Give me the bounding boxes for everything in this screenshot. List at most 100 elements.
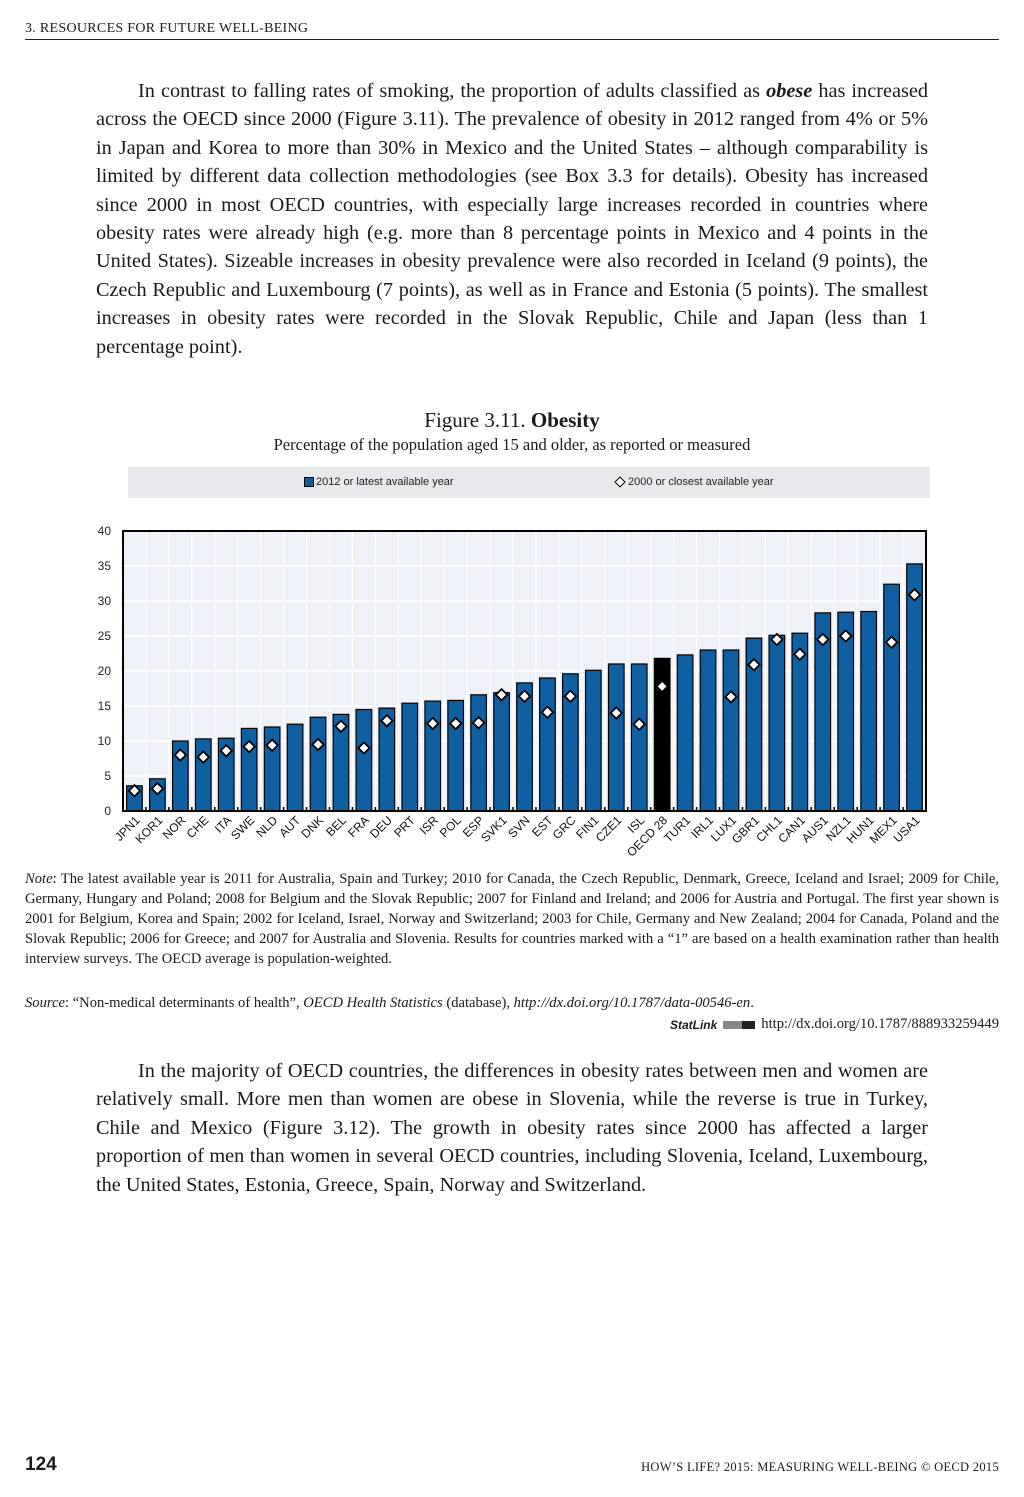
figure-title-text: Obesity bbox=[530, 408, 600, 432]
bar-esp bbox=[470, 694, 488, 812]
marker-2000-can1 bbox=[792, 647, 807, 662]
marker-2000-bel bbox=[334, 719, 348, 734]
marker-2000-svk1 bbox=[494, 687, 509, 702]
legend-label: 2000 or closest available year bbox=[628, 476, 774, 488]
paragraph-obesity-intro: In contrast to falling rates of smoking,… bbox=[96, 77, 928, 361]
figure-note: Note: The latest available year is 2011 … bbox=[25, 869, 999, 969]
marker-2000-che bbox=[196, 750, 211, 765]
paragraph-text: In contrast to falling rates of smoking,… bbox=[138, 80, 767, 102]
bar-fin1 bbox=[584, 669, 602, 812]
marker-2000-isl bbox=[632, 717, 647, 732]
marker-2000-jpn1 bbox=[127, 783, 142, 798]
emphasis-obese: obese bbox=[766, 80, 813, 102]
x-tick-label: DEU bbox=[367, 813, 395, 841]
bar-fra bbox=[355, 708, 373, 812]
figure-subtitle: Percentage of the population aged 15 and… bbox=[273, 435, 751, 454]
paragraph-gender-differences: In the majority of OECD countries, the d… bbox=[96, 1060, 928, 1196]
x-tick-label: PRT bbox=[391, 813, 418, 840]
y-tick-label: 20 bbox=[98, 664, 112, 678]
x-tick-label: GBR1 bbox=[729, 813, 762, 846]
y-tick-label: 0 bbox=[104, 804, 111, 818]
running-head: 3. RESOURCES FOR FUTURE WELL-BEING bbox=[25, 21, 999, 40]
source-label: Source bbox=[25, 995, 65, 1011]
bar-cze1 bbox=[607, 663, 625, 812]
y-tick-label: 10 bbox=[98, 734, 112, 748]
y-tick-label: 40 bbox=[98, 524, 112, 538]
x-tick-label: BEL bbox=[323, 813, 349, 839]
x-tick-label: SVK1 bbox=[478, 813, 510, 845]
x-tick-label: AUT bbox=[276, 813, 303, 840]
bar-svk1 bbox=[493, 692, 510, 812]
marker-2000-svn bbox=[517, 689, 532, 704]
figure-source: Source: “Non-medical determinants of hea… bbox=[25, 995, 999, 1012]
x-tick-label: POL bbox=[437, 813, 464, 840]
plot-frame bbox=[122, 530, 927, 812]
statlink-url[interactable]: http://dx.doi.org/10.1787/888933259449 bbox=[761, 1016, 999, 1032]
marker-2000-ita bbox=[219, 743, 234, 758]
marker-2000-est bbox=[540, 705, 555, 720]
diamond-marker-icon bbox=[614, 476, 626, 488]
x-tick-label: DNK bbox=[298, 813, 326, 841]
marker-2000-grc bbox=[563, 689, 578, 704]
bar-est bbox=[539, 677, 556, 812]
x-tick-label: NLD bbox=[253, 813, 280, 840]
marker-2000-gbr1 bbox=[746, 657, 761, 672]
x-tick-label: USA1 bbox=[891, 813, 923, 845]
figure-number: Figure 3.11. bbox=[424, 408, 531, 432]
marker-2000-chl1 bbox=[769, 632, 784, 647]
marker-2000-lux1 bbox=[724, 689, 738, 704]
marker-2000-kor1 bbox=[150, 781, 165, 796]
x-tick-label: MEX1 bbox=[867, 813, 900, 846]
marker-2000-nzl1 bbox=[838, 629, 853, 643]
bar-lux1 bbox=[722, 649, 740, 812]
bar-chl1 bbox=[768, 634, 786, 812]
source-database: OECD Health Statistics bbox=[303, 995, 443, 1011]
marker-2000-cze1 bbox=[609, 706, 624, 720]
bar-che bbox=[194, 738, 212, 812]
marker-2000-oecd-28 bbox=[655, 679, 670, 694]
paragraph-text: has increased across the OECD since 2000… bbox=[96, 80, 928, 358]
marker-2000-swe bbox=[242, 739, 257, 754]
bar-mex1 bbox=[883, 583, 900, 812]
source-text: (database), bbox=[442, 995, 514, 1011]
note-label: Note bbox=[25, 871, 53, 887]
legend-item-latest: 2012 or latest available year bbox=[304, 476, 454, 488]
marker-2000-dnk bbox=[311, 737, 325, 752]
bar-hun1 bbox=[860, 610, 878, 812]
bar-prt bbox=[401, 702, 419, 812]
source-text: . bbox=[750, 995, 754, 1011]
chart-legend: 2012 or latest available year 2000 or cl… bbox=[128, 467, 930, 498]
x-tick-label: CHE bbox=[184, 813, 212, 841]
marker-2000-fra bbox=[356, 741, 371, 755]
y-tick-label: 15 bbox=[98, 699, 112, 713]
y-tick-label: 5 bbox=[104, 769, 111, 783]
statlink-logo-icon bbox=[723, 1020, 756, 1029]
bar-tur1 bbox=[676, 654, 694, 812]
bar-isl bbox=[630, 663, 648, 812]
marker-2000-mex1 bbox=[884, 635, 899, 650]
marker-2000-usa1 bbox=[907, 587, 922, 602]
legend-item-2000: 2000 or closest available year bbox=[614, 476, 774, 488]
legend-label: 2012 or latest available year bbox=[316, 476, 454, 488]
x-tick-label: NOR bbox=[160, 813, 189, 842]
figure-title: Figure 3.11. Obesity bbox=[0, 408, 1024, 433]
bar-swatch-icon bbox=[304, 477, 314, 487]
marker-2000-deu bbox=[379, 713, 394, 728]
statlink: StatLink http://dx.doi.org/10.1787/888933… bbox=[670, 1016, 999, 1033]
x-tick-label: TUR1 bbox=[661, 813, 693, 845]
marker-2000-pol bbox=[448, 716, 463, 731]
x-tick-label: SVN bbox=[505, 813, 532, 840]
marker-2000-nld bbox=[265, 738, 280, 753]
x-tick-label: KOR1 bbox=[133, 813, 166, 846]
page-number: 124 bbox=[25, 1454, 57, 1475]
x-tick-label: ISR bbox=[417, 813, 441, 837]
marker-2000-aus1 bbox=[815, 632, 830, 647]
source-link[interactable]: http://dx.doi.org/10.1787/data-00546-en bbox=[513, 995, 751, 1011]
source-text: : “Non-medical determinants of health”, bbox=[64, 995, 304, 1011]
x-tick-label: SWE bbox=[228, 813, 257, 842]
x-tick-label: CZE1 bbox=[593, 813, 625, 845]
y-tick-label: 25 bbox=[98, 629, 112, 643]
marker-2000-isr bbox=[425, 716, 440, 731]
statlink-label: StatLink bbox=[669, 1017, 718, 1032]
